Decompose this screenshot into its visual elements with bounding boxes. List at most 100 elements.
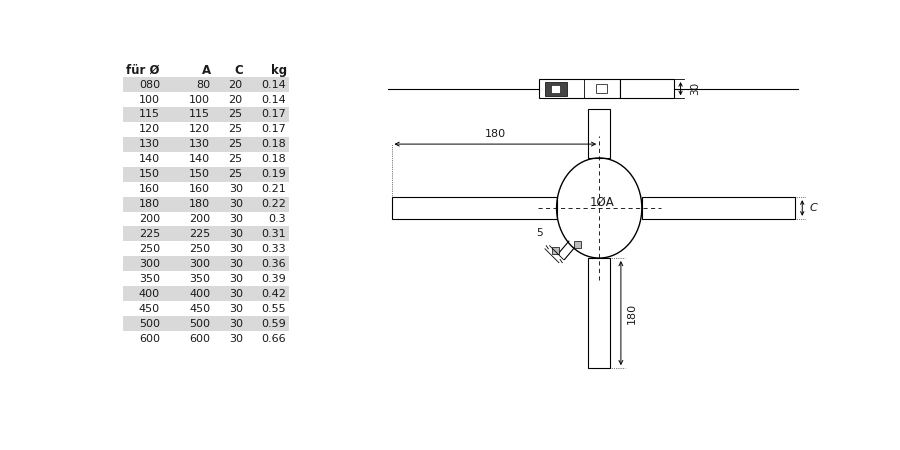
Text: 100: 100 bbox=[189, 94, 211, 104]
Bar bbox=[620, 79, 674, 98]
Text: 30: 30 bbox=[229, 289, 243, 299]
Bar bbox=[122, 167, 289, 182]
Bar bbox=[122, 197, 289, 212]
Text: 140: 140 bbox=[139, 154, 160, 164]
Text: 0.31: 0.31 bbox=[262, 229, 286, 239]
Text: 0.14: 0.14 bbox=[261, 94, 286, 104]
Bar bbox=[552, 247, 559, 254]
Text: 30: 30 bbox=[229, 333, 243, 343]
Text: 100: 100 bbox=[139, 94, 160, 104]
Text: 250: 250 bbox=[139, 244, 160, 254]
Text: 180: 180 bbox=[627, 302, 637, 324]
Text: 30: 30 bbox=[229, 274, 243, 284]
Text: 140: 140 bbox=[189, 154, 211, 164]
Bar bbox=[551, 85, 561, 93]
Text: 080: 080 bbox=[139, 80, 160, 90]
Text: 30: 30 bbox=[229, 184, 243, 194]
Text: 115: 115 bbox=[189, 109, 211, 119]
Text: 30: 30 bbox=[229, 319, 243, 328]
Text: 120: 120 bbox=[189, 124, 211, 135]
Text: 0.33: 0.33 bbox=[262, 244, 286, 254]
Text: 30: 30 bbox=[690, 82, 700, 95]
Text: 500: 500 bbox=[189, 319, 211, 328]
Text: kg: kg bbox=[271, 64, 287, 77]
Text: 350: 350 bbox=[139, 274, 160, 284]
Text: 0.39: 0.39 bbox=[261, 274, 286, 284]
Text: C: C bbox=[235, 64, 244, 77]
Text: 600: 600 bbox=[189, 333, 211, 343]
Text: 0.17: 0.17 bbox=[261, 124, 286, 135]
Text: 30: 30 bbox=[229, 199, 243, 209]
Text: 300: 300 bbox=[139, 259, 160, 269]
Text: 25: 25 bbox=[229, 140, 243, 149]
Text: 30: 30 bbox=[229, 304, 243, 314]
Text: 0.66: 0.66 bbox=[262, 333, 286, 343]
Text: 0.21: 0.21 bbox=[261, 184, 286, 194]
Text: 30: 30 bbox=[229, 244, 243, 254]
Bar bbox=[122, 286, 289, 301]
Bar bbox=[122, 137, 289, 152]
Bar bbox=[122, 316, 289, 331]
Text: 30: 30 bbox=[229, 229, 243, 239]
Text: 25: 25 bbox=[229, 124, 243, 135]
Text: 0.42: 0.42 bbox=[261, 289, 286, 299]
Text: 30: 30 bbox=[229, 214, 243, 224]
Text: 30: 30 bbox=[229, 259, 243, 269]
Bar bbox=[122, 226, 289, 241]
Text: C: C bbox=[810, 203, 818, 213]
Text: 0.17: 0.17 bbox=[261, 109, 286, 119]
Text: 25: 25 bbox=[229, 109, 243, 119]
Text: 400: 400 bbox=[139, 289, 160, 299]
Text: 225: 225 bbox=[189, 229, 211, 239]
Text: 180: 180 bbox=[485, 129, 506, 139]
Text: 300: 300 bbox=[189, 259, 211, 269]
Text: 25: 25 bbox=[229, 154, 243, 164]
Text: 80: 80 bbox=[196, 80, 211, 90]
Text: 130: 130 bbox=[189, 140, 211, 149]
Bar bbox=[539, 79, 620, 98]
Text: 450: 450 bbox=[189, 304, 211, 314]
Text: 160: 160 bbox=[189, 184, 211, 194]
Text: 150: 150 bbox=[189, 169, 211, 179]
Text: 0.3: 0.3 bbox=[268, 214, 286, 224]
Text: 400: 400 bbox=[189, 289, 211, 299]
Text: 160: 160 bbox=[139, 184, 160, 194]
Text: 250: 250 bbox=[189, 244, 211, 254]
Text: 350: 350 bbox=[189, 274, 211, 284]
Bar bbox=[122, 256, 289, 271]
Text: 225: 225 bbox=[139, 229, 160, 239]
Bar bbox=[545, 82, 567, 95]
Text: 600: 600 bbox=[139, 333, 160, 343]
Bar bbox=[589, 109, 610, 158]
Bar bbox=[597, 84, 608, 93]
Text: 200: 200 bbox=[189, 214, 211, 224]
Text: 0.19: 0.19 bbox=[261, 169, 286, 179]
Text: für Ø: für Ø bbox=[126, 64, 159, 77]
Text: 180: 180 bbox=[189, 199, 211, 209]
Text: 450: 450 bbox=[139, 304, 160, 314]
Bar bbox=[392, 197, 556, 219]
Text: A: A bbox=[202, 64, 211, 77]
Text: 0.18: 0.18 bbox=[261, 140, 286, 149]
Text: 115: 115 bbox=[139, 109, 160, 119]
Bar bbox=[122, 107, 289, 122]
Bar bbox=[642, 197, 795, 219]
Text: 25: 25 bbox=[229, 169, 243, 179]
Text: 0.18: 0.18 bbox=[261, 154, 286, 164]
Text: 20: 20 bbox=[229, 80, 243, 90]
Text: 120: 120 bbox=[139, 124, 160, 135]
Text: 500: 500 bbox=[139, 319, 160, 328]
Text: 200: 200 bbox=[139, 214, 160, 224]
Bar bbox=[122, 77, 289, 92]
Text: 0.36: 0.36 bbox=[262, 259, 286, 269]
Text: 0.14: 0.14 bbox=[261, 80, 286, 90]
Text: 150: 150 bbox=[139, 169, 160, 179]
Bar bbox=[574, 241, 581, 248]
Text: 130: 130 bbox=[139, 140, 160, 149]
Text: 0.55: 0.55 bbox=[262, 304, 286, 314]
Bar bbox=[589, 258, 610, 368]
Text: 180: 180 bbox=[139, 199, 160, 209]
Text: 20: 20 bbox=[229, 94, 243, 104]
Text: 1ØA: 1ØA bbox=[590, 196, 615, 209]
Text: 0.59: 0.59 bbox=[261, 319, 286, 328]
